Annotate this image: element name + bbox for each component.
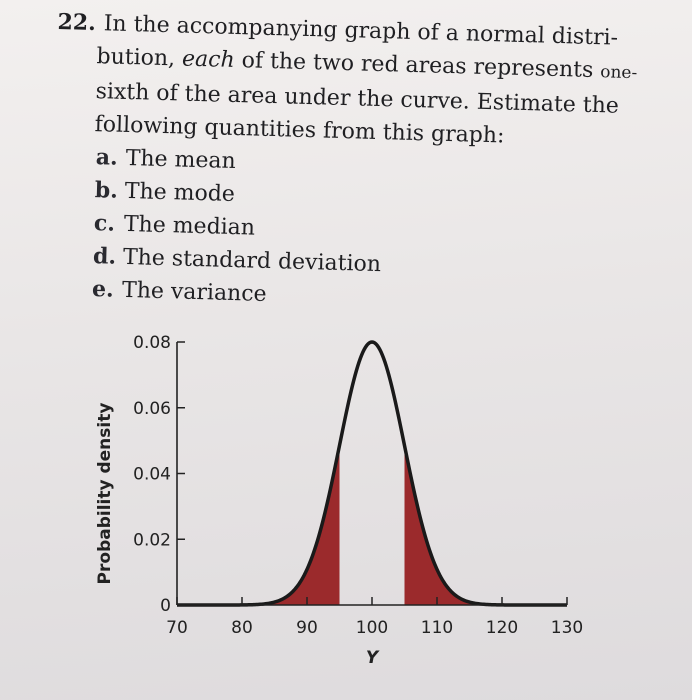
y-tick-label: 0.02 — [133, 530, 171, 550]
x-tick-label: 120 — [486, 618, 518, 638]
density-curve — [177, 340, 567, 607]
normal-distribution-chart: 0 0.02 0.04 0.06 0.08 70 80 90 100 110 120 130 Pro… — [95, 333, 583, 668]
x-tick-label: 90 — [296, 618, 318, 638]
y-tick-label: 0.08 — [133, 333, 171, 353]
x-tick-label: 80 — [231, 618, 253, 638]
x-tick-label: 100 — [356, 618, 388, 638]
x-tick-label: 70 — [166, 618, 188, 638]
y-axis-label: Probability density — [95, 403, 115, 585]
y-tick-label: 0 — [160, 596, 171, 616]
y-tick-label: 0.06 — [133, 399, 171, 419]
problem-number: 22. — [57, 8, 97, 37]
shaded-region-2 — [404, 445, 567, 605]
y-tick-label: 0.04 — [133, 465, 171, 485]
x-tick-label: 110 — [421, 618, 453, 638]
x-axis-ticks: 70 80 90 100 110 120 130 — [166, 597, 583, 638]
x-axis-label: Y — [366, 648, 380, 668]
shaded-region-1 — [177, 445, 340, 605]
shaded-regions — [177, 445, 567, 605]
problem-22: 22. In the accompanying graph of a normal… — [50, 6, 668, 322]
y-axis-ticks: 0 0.02 0.04 0.06 0.08 — [133, 333, 185, 616]
x-tick-label: 130 — [551, 618, 583, 638]
